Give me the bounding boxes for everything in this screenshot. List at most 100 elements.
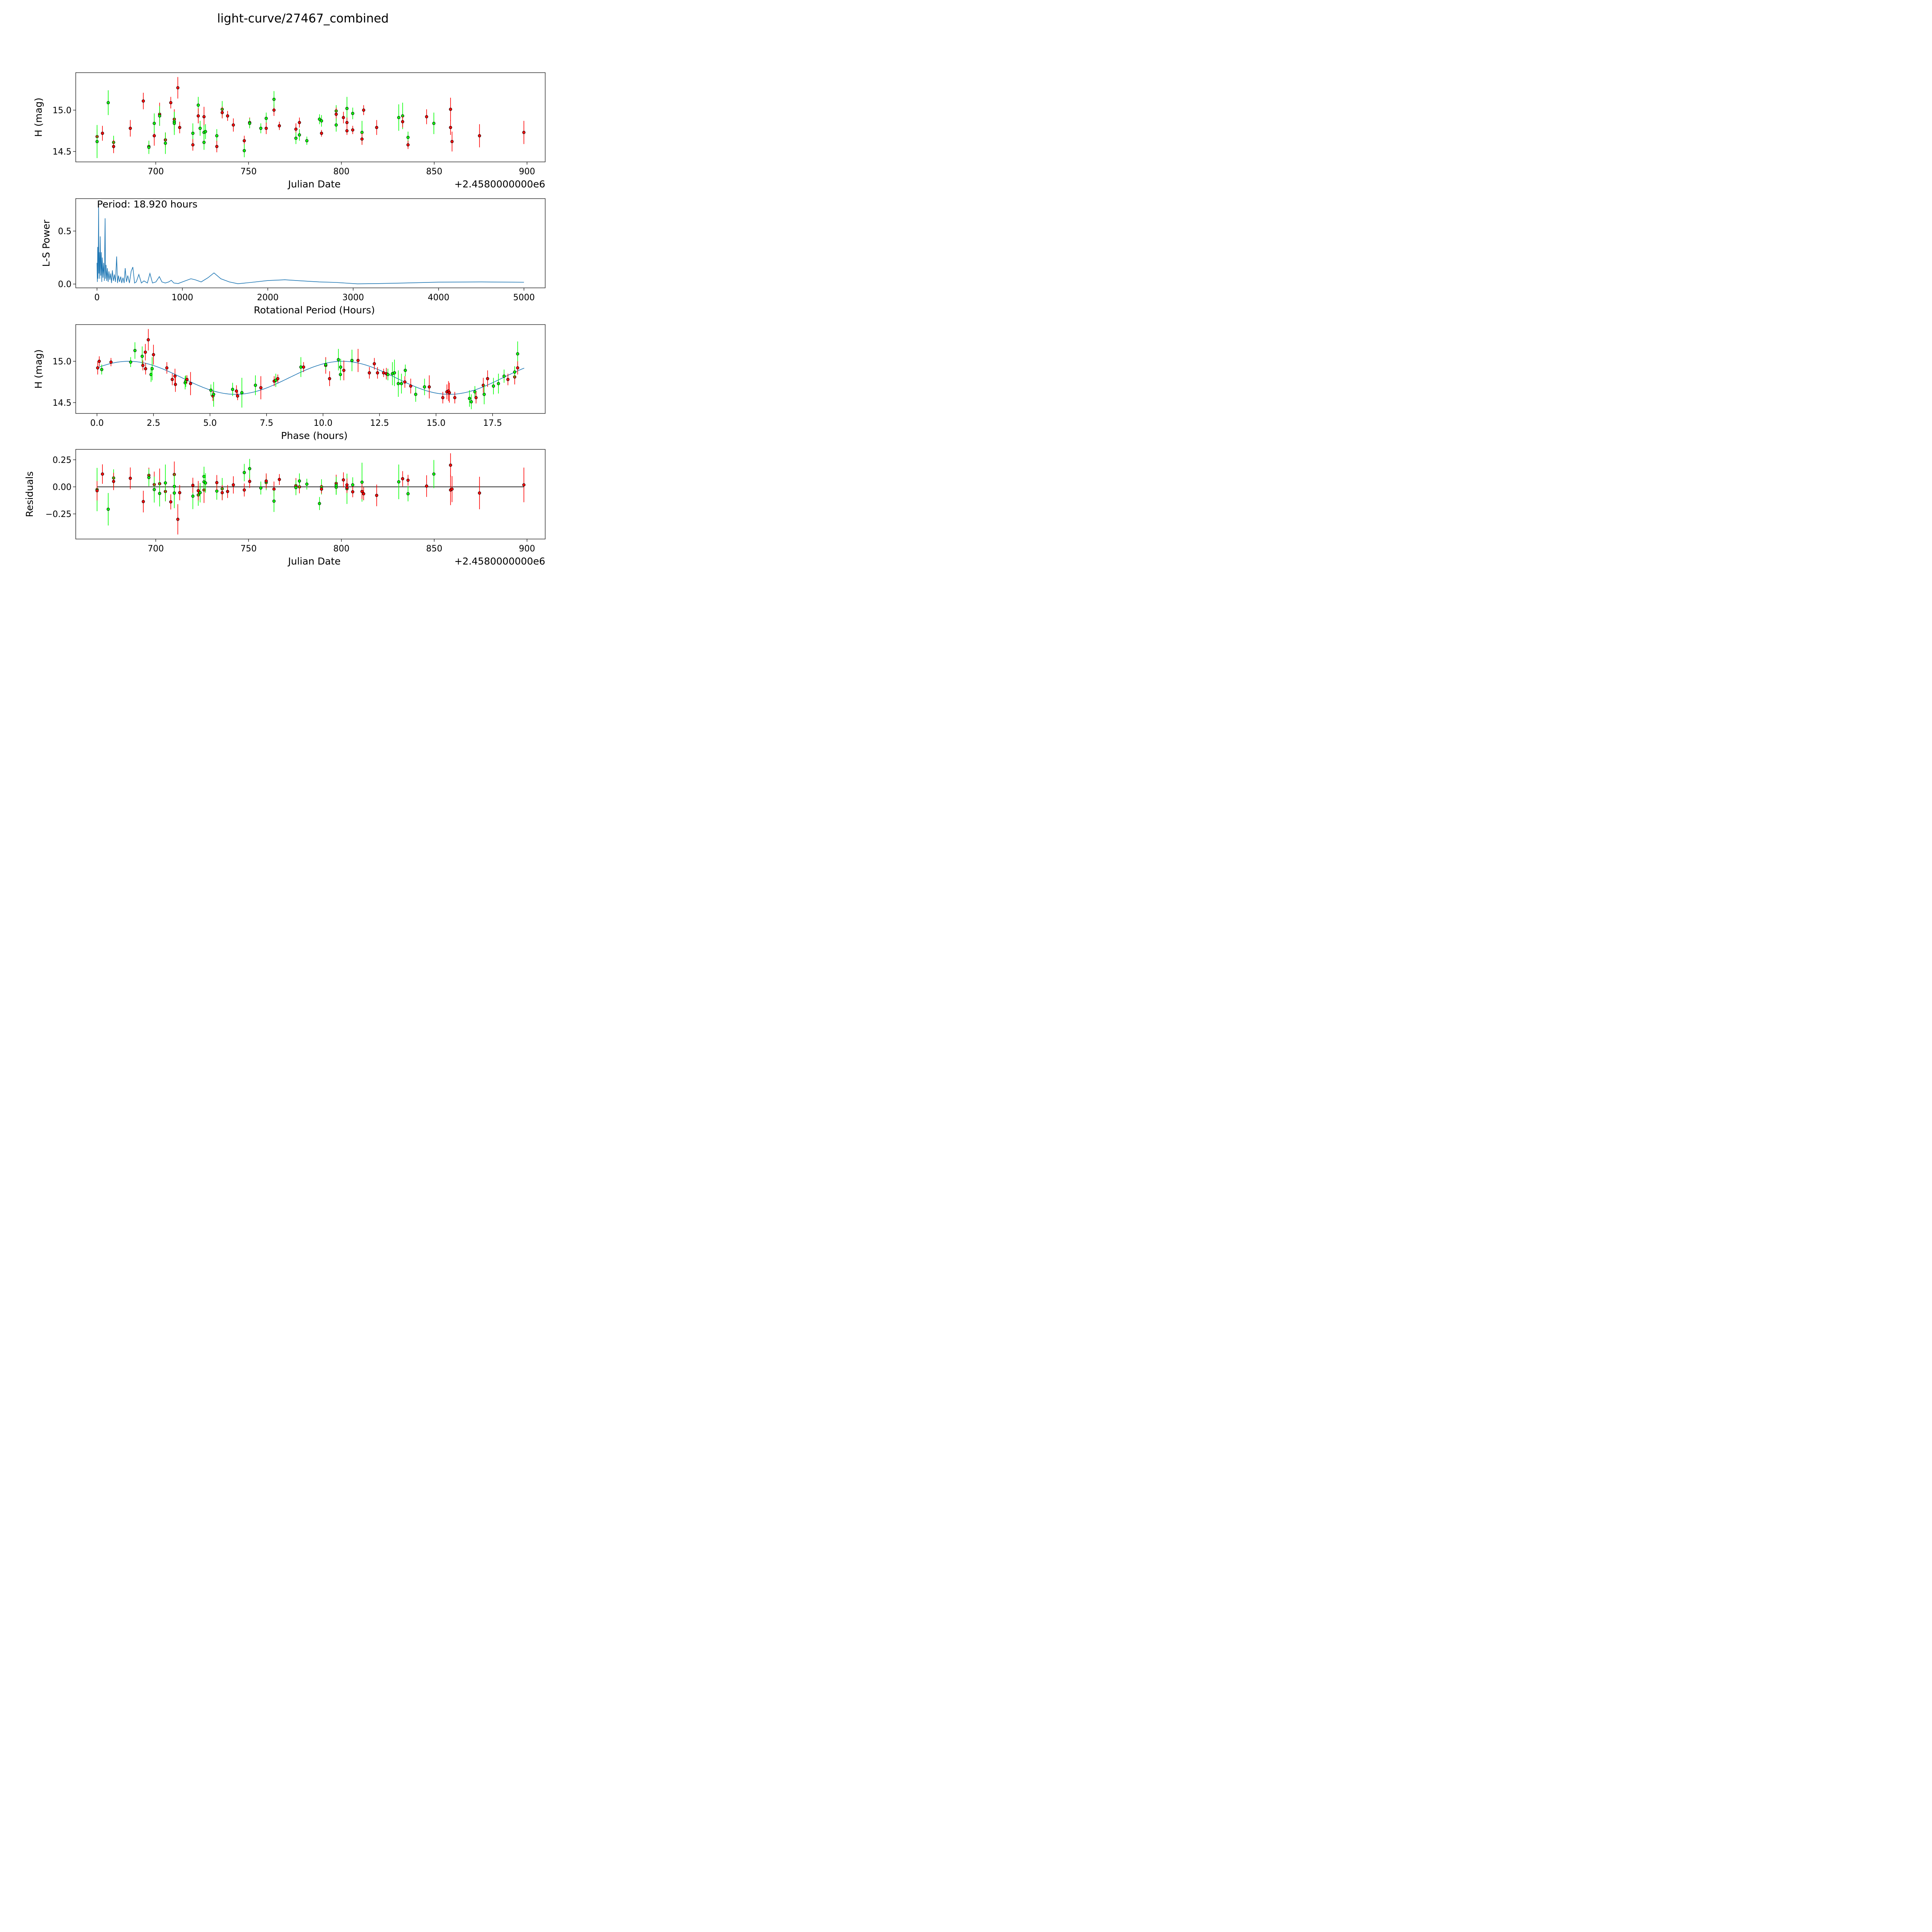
x-tick-label: 12.5 [370,418,389,428]
data-marker [231,388,235,391]
data-point-red [375,120,378,135]
data-point-red [403,376,406,388]
data-marker [486,377,489,381]
data-point-red [320,485,323,494]
x-tick-label: 4000 [428,293,449,303]
data-point-green [212,382,215,407]
data-marker [276,377,280,381]
x-tick-label: 900 [519,167,535,177]
data-point-green [320,115,323,127]
periodogram-line [97,204,524,284]
data-marker [198,126,202,130]
data-marker [173,491,176,495]
data-point-red [450,476,454,502]
data-marker [447,391,451,395]
data-point-red [191,478,195,493]
data-point-green [298,473,301,489]
data-marker [153,134,156,138]
data-point-green [243,464,246,481]
data-point-green [140,346,144,366]
data-marker [406,143,410,146]
data-marker [401,120,405,124]
data-point-green [133,342,137,359]
data-marker [298,479,301,483]
x-tick-label: 700 [148,544,164,554]
data-point-green [350,350,354,371]
panel-lightcurve: 700 750 800 850 900 14.5 15.0 Julian Date H (mag… [33,72,546,190]
data-point-red [328,371,332,386]
data-point-red [342,360,345,381]
data-marker [294,136,298,140]
data-point-green [106,90,110,115]
data-point-red [264,122,268,134]
data-point-red [129,120,132,137]
data-point-red [141,491,145,513]
data-marker [215,481,219,485]
data-point-green [397,104,401,131]
data-point-green [406,486,410,502]
data-point-green [259,481,263,495]
data-point-red [129,467,132,489]
data-point-green [400,374,403,394]
data-marker [198,491,202,495]
x-offset-text: +2.4580000000e6 [454,556,545,567]
x-tick-label: 0 [94,293,100,303]
data-point-green [274,374,277,387]
data-point-red [215,141,219,153]
data-marker [176,517,180,521]
data-point-green [339,359,342,376]
data-marker [350,359,354,362]
data-marker [345,107,349,110]
y-tick-label: −0.25 [46,510,71,519]
data-marker [425,484,429,488]
data-marker [150,367,154,371]
data-point-green [158,106,162,126]
data-point-red [409,378,413,394]
data-point-red [141,360,145,371]
data-marker [191,494,195,498]
y-tick-label: 0.5 [58,227,71,236]
data-point-green [253,375,257,395]
data-point-green [202,135,206,150]
data-marker [342,369,345,372]
data-marker [248,467,252,470]
data-marker [375,493,378,497]
data-marker [147,476,151,479]
data-marker [147,146,151,149]
data-point-green [324,359,328,370]
data-point-green [502,369,506,383]
data-marker [351,112,354,115]
data-point-red [146,329,150,351]
data-marker [196,114,200,118]
data-point-red [277,474,281,485]
figure: light-curve/27467_combined 700 750 800 850 9… [0,0,599,599]
data-marker [163,141,167,145]
y-tick-label: 14.5 [53,398,71,408]
data-point-red [112,473,116,490]
data-marker [264,117,268,120]
data-marker [189,382,192,385]
data-point-green [396,370,400,397]
y-tick-label: 0.0 [58,280,71,289]
data-marker [506,378,510,381]
data-point-red [202,107,206,127]
data-point-red [351,126,354,134]
data-point-green [209,384,213,396]
data-marker [209,388,213,392]
period-annotation: Period: 18.920 hours [97,199,197,210]
data-point-red [345,126,349,135]
data-point-red [516,361,519,375]
data-marker [302,365,305,369]
data-marker [382,371,385,375]
data-point-red [144,363,147,375]
data-marker [272,108,276,112]
data-marker [140,355,144,358]
x-tick-label: 0.0 [90,418,104,428]
x-tick-label: 1000 [172,293,193,303]
data-marker [337,358,340,361]
data-marker [220,491,224,495]
panels: 700 750 800 850 900 14.5 15.0 Julian Date H (mag… [24,72,546,567]
data-point-red [276,374,280,383]
data-marker [212,393,215,396]
data-point-red [302,362,305,372]
